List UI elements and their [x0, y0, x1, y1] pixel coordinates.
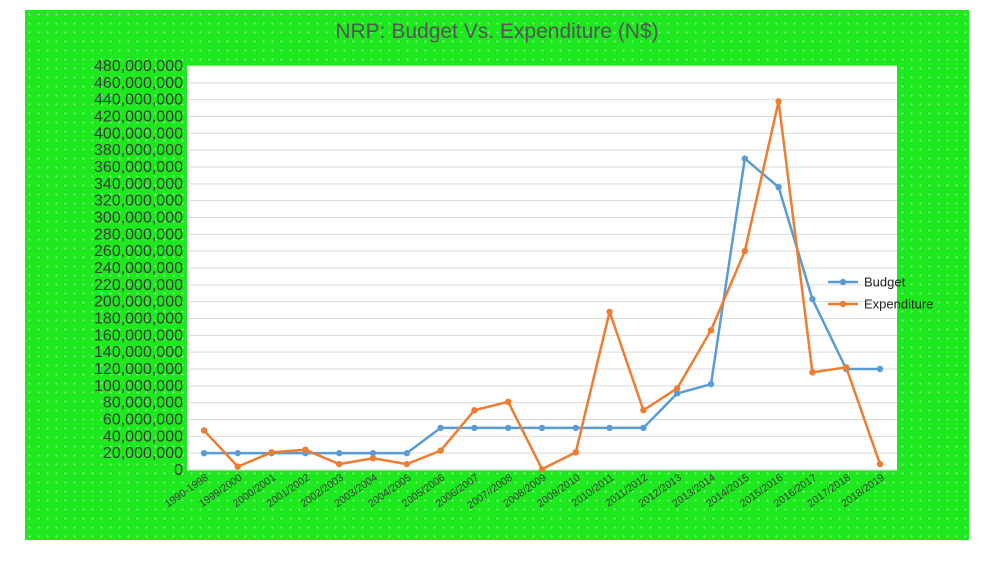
data-point — [302, 446, 309, 453]
y-tick-label: 160,000,000 — [94, 327, 183, 344]
y-tick-label: 200,000,000 — [94, 294, 183, 311]
y-tick-label: 40,000,000 — [103, 428, 183, 445]
data-point — [505, 398, 512, 406]
y-tick-label: 60,000,000 — [103, 412, 183, 429]
legend-label: Expenditure — [864, 297, 933, 312]
y-tick-label: 100,000,000 — [94, 378, 183, 395]
y-tick-label: 460,000,000 — [94, 75, 183, 92]
data-point — [336, 449, 343, 457]
y-tick-label: 340,000,000 — [94, 176, 183, 193]
y-tick-label: 420,000,000 — [94, 109, 183, 126]
data-point — [538, 465, 546, 473]
data-point — [505, 424, 512, 432]
data-point — [572, 449, 579, 456]
legend-label: Budget — [864, 275, 906, 290]
data-point — [437, 447, 444, 454]
y-tick-label: 140,000,000 — [94, 344, 183, 361]
y-tick-label: 260,000,000 — [94, 243, 183, 260]
gridlines — [187, 65, 897, 471]
data-point — [471, 424, 478, 432]
data-point — [606, 424, 613, 432]
y-tick-label: 440,000,000 — [94, 92, 183, 109]
data-point — [876, 365, 884, 373]
data-point — [640, 407, 647, 414]
series-expenditure — [200, 98, 884, 473]
data-point — [707, 327, 715, 334]
legend-marker — [839, 300, 847, 308]
legend-marker — [839, 278, 847, 286]
y-tick-label: 180,000,000 — [94, 311, 183, 328]
y-tick-label: 300,000,000 — [94, 210, 183, 227]
y-tick-label: 80,000,000 — [103, 395, 183, 412]
y-tick-label: 480,000,000 — [94, 58, 183, 75]
chart-frame: NRP: Budget Vs. Expenditure (N$) 0 20,000… — [25, 10, 969, 540]
y-tick-label: 20,000,000 — [103, 445, 183, 462]
y-tick-label: 280,000,000 — [94, 226, 183, 243]
y-tick-label: 120,000,000 — [94, 361, 183, 378]
data-point — [369, 449, 377, 457]
data-point — [741, 247, 748, 255]
data-point — [200, 449, 208, 457]
data-point — [437, 424, 444, 432]
data-point — [471, 407, 478, 414]
data-point — [674, 385, 681, 392]
data-point — [640, 424, 647, 432]
y-tick-label: 220,000,000 — [94, 277, 183, 294]
data-point — [674, 390, 681, 397]
y-tick-label: 240,000,000 — [94, 260, 183, 277]
data-point — [234, 463, 241, 470]
line-chart: NRP: Budget Vs. Expenditure (N$) 020,000… — [94, 20, 933, 512]
data-point — [775, 184, 782, 191]
data-point — [707, 380, 715, 388]
data-point — [876, 460, 884, 468]
legend: Budget Expenditure — [828, 275, 933, 312]
data-point — [369, 455, 377, 462]
data-point — [336, 460, 343, 468]
data-point — [234, 449, 241, 457]
data-point — [809, 369, 816, 376]
data-point — [741, 155, 748, 162]
chart-title: NRP: Budget Vs. Expenditure (N$) — [335, 20, 658, 43]
data-point — [606, 308, 613, 315]
data-point — [200, 427, 208, 434]
data-point — [809, 295, 816, 303]
data-point — [403, 449, 410, 457]
y-tick-label: 360,000,000 — [94, 159, 183, 176]
data-point — [403, 460, 410, 468]
data-point — [775, 98, 782, 105]
x-axis-ticks: 1990-19981999/20002000/20012001/20022002… — [163, 472, 887, 512]
y-tick-label: 400,000,000 — [94, 125, 183, 142]
data-point — [572, 424, 579, 432]
y-tick-label: 380,000,000 — [94, 142, 183, 159]
series-budget — [200, 155, 884, 457]
y-axis-ticks: 020,000,00040,000,00060,000,00080,000,00… — [94, 58, 183, 479]
data-point — [538, 424, 546, 432]
y-tick-label: 0 — [174, 462, 183, 479]
series-layer — [200, 98, 884, 473]
y-tick-label: 320,000,000 — [94, 193, 183, 210]
data-point — [268, 449, 275, 456]
data-point — [843, 364, 850, 371]
